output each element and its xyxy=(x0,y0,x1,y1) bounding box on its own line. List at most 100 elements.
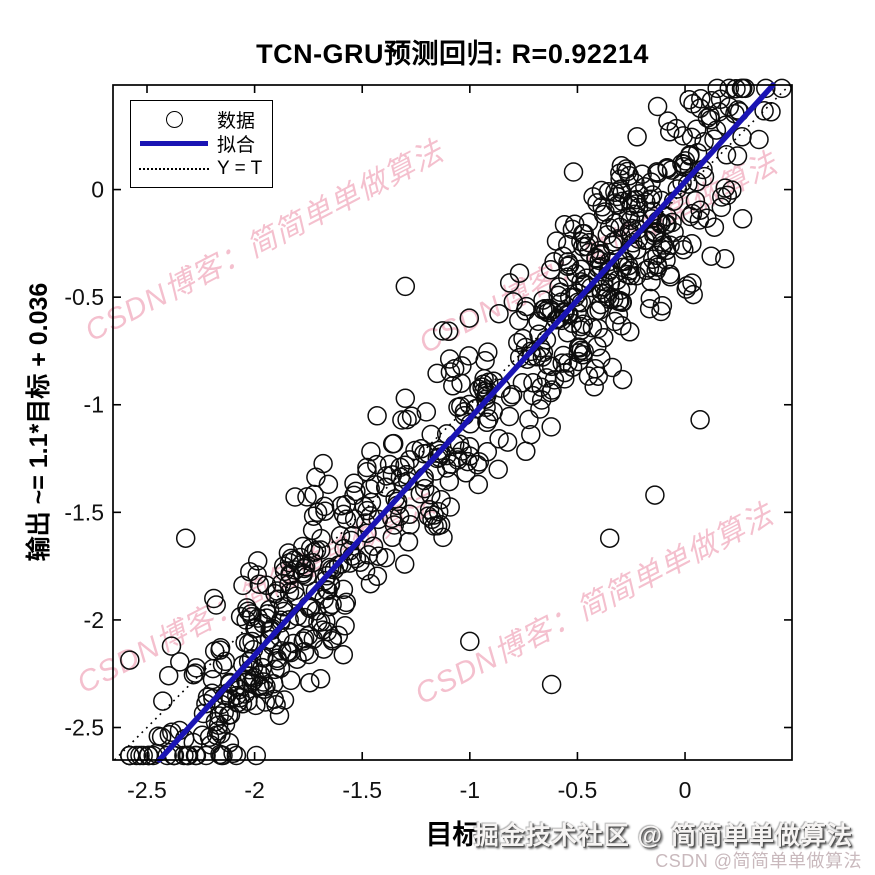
scatter-point xyxy=(617,264,638,285)
scatter-point xyxy=(608,229,628,249)
scatter-point xyxy=(220,673,240,694)
scatter-point xyxy=(733,78,753,99)
scatter-point xyxy=(568,351,589,372)
scatter-point xyxy=(315,501,335,521)
scatter-point xyxy=(279,574,299,594)
scatter-point xyxy=(459,437,480,457)
scatter-point xyxy=(186,658,207,678)
scatter-point xyxy=(756,78,776,99)
scatter-point xyxy=(620,322,640,342)
scatter-point xyxy=(534,298,555,319)
scatter-point xyxy=(500,387,521,407)
scatter-point xyxy=(639,298,660,319)
scatter-point xyxy=(541,417,561,437)
scatter-point xyxy=(643,249,663,270)
scatter-point xyxy=(249,574,270,594)
scatter-point xyxy=(548,285,568,306)
scatter-point xyxy=(603,232,624,252)
scatter-point xyxy=(382,508,402,529)
scatter-point xyxy=(571,259,591,280)
scatter-point xyxy=(647,162,667,182)
scatter-point xyxy=(427,516,448,536)
scatter-point xyxy=(558,256,578,277)
scatter-point xyxy=(422,509,442,530)
scatter-point xyxy=(368,546,389,566)
legend-item-identity: Y = T xyxy=(139,157,272,181)
scatter-point xyxy=(710,89,731,110)
scatter-point xyxy=(672,153,692,174)
scatter-point xyxy=(558,234,578,255)
scatter-point xyxy=(690,98,710,118)
scatter-point xyxy=(682,203,703,224)
scatter-point xyxy=(549,277,569,297)
scatter-point xyxy=(640,288,661,309)
scatter-point xyxy=(635,192,656,212)
scatter-point xyxy=(335,616,355,636)
scatter-point xyxy=(658,111,678,131)
scatter-point xyxy=(707,78,727,99)
scatter-point xyxy=(711,197,732,218)
scatter-point xyxy=(653,235,674,255)
scatter-point xyxy=(568,337,589,357)
scatter-point xyxy=(297,566,317,587)
scatter-point xyxy=(283,633,304,654)
data-marker-icon xyxy=(165,110,183,128)
scatter-point xyxy=(344,509,365,529)
x-tick-label: -0.5 xyxy=(558,777,598,803)
scatter-point xyxy=(223,743,243,764)
scatter-point xyxy=(192,725,213,746)
scatter-point xyxy=(300,672,320,693)
scatter-point xyxy=(602,357,623,378)
x-tick-label: -2 xyxy=(244,777,264,803)
scatter-point xyxy=(583,187,603,207)
scatter-point xyxy=(612,292,633,313)
scatter-point xyxy=(473,374,494,395)
scatter-point xyxy=(754,101,774,121)
scatter-point xyxy=(533,300,553,320)
scatter-point xyxy=(281,670,301,691)
scatter-point xyxy=(206,725,227,746)
scatter-point xyxy=(285,560,306,580)
scatter-point xyxy=(433,527,453,548)
scatter-point xyxy=(593,204,614,225)
legend-swatch-area xyxy=(139,141,209,147)
scatter-point xyxy=(236,670,256,690)
scatter-point xyxy=(460,631,480,652)
scatter-point xyxy=(542,380,562,400)
scatter-point xyxy=(558,303,578,324)
scatter-point xyxy=(533,290,553,310)
scatter-point xyxy=(175,528,196,548)
scatter-point xyxy=(701,246,721,266)
scatter-point xyxy=(512,373,533,393)
scatter-point xyxy=(682,273,702,293)
scatter-point xyxy=(256,575,277,596)
scatter-point xyxy=(159,725,180,745)
scatter-point xyxy=(519,409,539,430)
scatter-point xyxy=(706,120,727,140)
scatter-point xyxy=(478,409,499,429)
scatter-point xyxy=(253,613,273,634)
scatter-point xyxy=(772,78,792,99)
scatter-point xyxy=(263,673,284,694)
scatter-point xyxy=(488,459,508,480)
scatter-point xyxy=(612,183,632,203)
scatter-point xyxy=(571,340,592,361)
scatter-point xyxy=(178,745,198,766)
scatter-point xyxy=(599,528,620,548)
scatter-point xyxy=(336,494,356,515)
scatter-point xyxy=(153,691,173,711)
scatter-point xyxy=(610,163,630,184)
scatter-point xyxy=(451,396,471,417)
scatter-point xyxy=(382,527,403,548)
scatter-point xyxy=(397,409,417,430)
scatter-point xyxy=(636,260,656,281)
scatter-point xyxy=(603,289,624,309)
scatter-point xyxy=(586,248,606,268)
scatter-point xyxy=(578,366,599,386)
y-tick-label: -0.5 xyxy=(64,284,104,310)
scatter-point xyxy=(328,625,349,646)
scatter-point xyxy=(571,316,591,337)
scatter-point xyxy=(395,276,416,297)
